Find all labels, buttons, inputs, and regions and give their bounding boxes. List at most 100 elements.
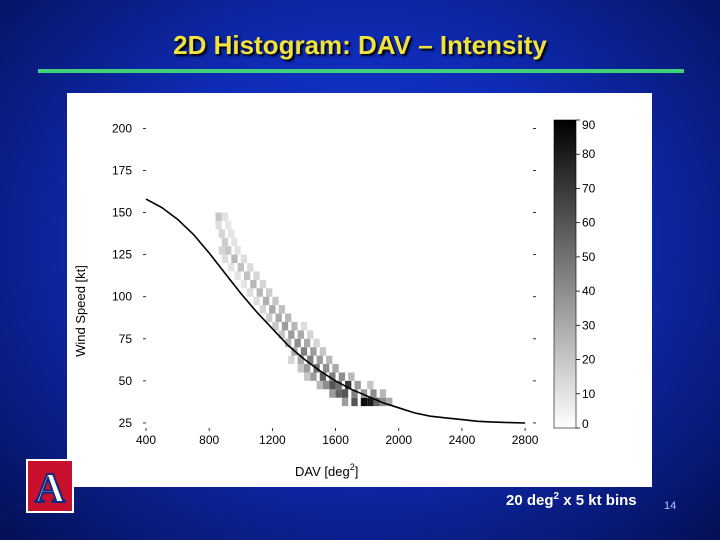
colorbar-tick-label: 0 <box>582 417 589 431</box>
heatmap-cell <box>234 271 241 280</box>
heatmap-cell <box>326 355 333 365</box>
heatmap-cell <box>345 380 352 390</box>
x-tick-label: 2800 <box>512 433 539 447</box>
heatmap-cell <box>247 288 254 297</box>
logo-letter: A <box>35 466 66 512</box>
heatmap-cell <box>240 254 248 264</box>
heatmap-cells <box>215 212 393 407</box>
heatmap-cell <box>272 296 279 306</box>
x-axis-label-sup: 2 <box>350 462 355 472</box>
heatmap-cell <box>215 212 222 221</box>
x-tick-label: 1600 <box>322 433 349 447</box>
heatmap-cell <box>218 246 225 255</box>
heatmap-cell <box>351 397 358 407</box>
slide-title: 2D Histogram: DAV – Intensity <box>173 30 547 60</box>
heatmap-cell <box>221 254 229 264</box>
heatmap-cell <box>351 389 358 398</box>
heatmap-cell <box>215 220 222 230</box>
heatmap-cell <box>275 313 282 322</box>
heatmap-cell <box>379 397 387 407</box>
heatmap-cell <box>386 397 393 407</box>
heatmap-cell <box>228 263 235 272</box>
x-tick-label: 400 <box>136 433 156 447</box>
heatmap-cell <box>224 246 232 255</box>
heatmap-cell <box>335 380 342 390</box>
heatmap-cell <box>234 246 241 255</box>
heatmap-cell <box>288 355 295 365</box>
heatmap-cell <box>316 355 323 365</box>
heatmap-cell <box>341 397 349 407</box>
heatmap-cell <box>224 220 232 230</box>
page-number: 14 <box>664 500 677 512</box>
heatmap-cell <box>332 364 339 373</box>
x-axis-label-end: ] <box>355 464 359 479</box>
x-axis-label-main: DAV [deg <box>295 464 350 479</box>
y-tick-label: 25 <box>119 416 133 430</box>
heatmap-cell <box>291 321 298 331</box>
heatmap-cell <box>269 305 276 314</box>
heatmap-cell <box>243 271 251 280</box>
heatmap-cell <box>300 347 308 356</box>
heatmap-cell <box>354 380 361 390</box>
heatmap-cell <box>297 364 304 373</box>
university-logo: A <box>26 459 74 513</box>
heatmap-cell <box>303 338 311 348</box>
bin-note-post: x 5 kt bins <box>559 492 637 509</box>
heatmap-cell <box>297 355 304 365</box>
y-tick-label: 50 <box>119 374 133 388</box>
heatmap-cell <box>335 389 342 398</box>
colorbar-tick-label: 40 <box>582 284 596 298</box>
colorbar-tick-label: 50 <box>582 250 596 264</box>
colorbar-tick-label: 80 <box>582 147 596 161</box>
y-tick-label: 75 <box>119 332 133 346</box>
heatmap-cell <box>329 389 336 398</box>
colorbar-ticks: 90 80 70 60 50 40 30 20 10 0 <box>576 118 596 431</box>
heatmap-cell <box>360 389 368 398</box>
heatmap-cell <box>338 372 346 381</box>
heatmap-cell <box>259 279 267 289</box>
heatmap-cell <box>250 279 257 289</box>
heatmap-cell <box>367 380 374 390</box>
histogram-figure: 200 175 150 125 100 75 50 25 400 800 1200 1600 2000… <box>67 93 652 487</box>
heatmap-cell <box>221 237 229 247</box>
heatmap-cell <box>367 397 374 407</box>
heatmap-cell <box>231 237 238 247</box>
heatmap-cell <box>288 330 295 339</box>
heatmap-cell <box>266 288 273 297</box>
heatmap-cell <box>303 372 311 381</box>
heatmap-cell <box>348 372 355 381</box>
colorbar-tick-label: 70 <box>582 181 596 195</box>
bin-note-pre: 20 deg <box>506 492 554 509</box>
heatmap-cell <box>319 372 327 381</box>
x-axis-label: DAV [deg2] <box>295 462 358 479</box>
x-axis-ticks: 400 800 1200 1600 2000 2400 2800 <box>136 428 539 447</box>
heatmap-cell <box>360 397 368 407</box>
y-tick-label: 175 <box>112 163 132 177</box>
heatmap-cell <box>322 364 330 373</box>
heatmap-cell <box>272 321 279 331</box>
heatmap-cell <box>240 279 248 289</box>
title-divider <box>38 69 684 73</box>
heatmap-cell <box>253 296 260 306</box>
heatmap-cell <box>266 313 273 322</box>
heatmap-cell <box>259 305 267 314</box>
bin-size-note: 20 deg2 x 5 kt bins <box>506 491 637 509</box>
x-tick-label: 2400 <box>449 433 476 447</box>
heatmap-cell <box>300 321 308 331</box>
heatmap-cell <box>294 338 301 348</box>
colorbar-tick-label: 60 <box>582 216 596 230</box>
heatmap-cell <box>307 355 314 365</box>
heatmap-cell <box>341 389 349 398</box>
heatmap-cell <box>256 288 263 297</box>
colorbar-tick-label: 30 <box>582 318 596 332</box>
heatmap-cell <box>303 364 311 373</box>
colorbar <box>553 119 577 429</box>
y-axis-label: Wind Speed [kt] <box>73 265 88 357</box>
heatmap-cell <box>329 380 336 390</box>
heatmap-cell <box>310 347 317 356</box>
heatmap-cell <box>247 263 254 272</box>
heatmap-cell <box>231 254 238 264</box>
heatmap-cell <box>278 330 286 339</box>
heatmap-cell <box>319 347 327 356</box>
